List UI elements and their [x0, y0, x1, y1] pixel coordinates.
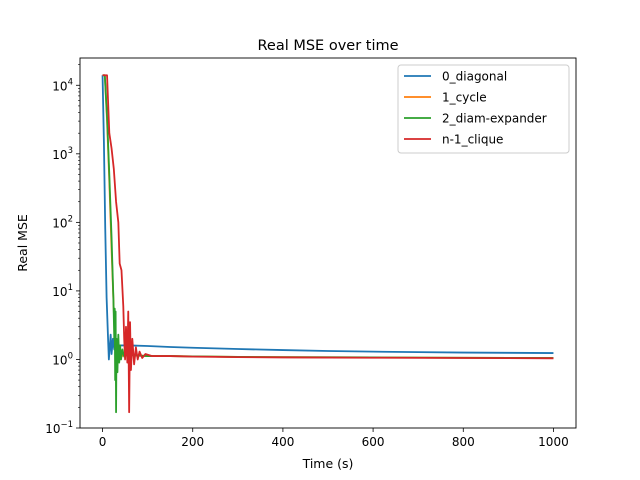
- y-tick-label: 100: [52, 351, 73, 367]
- x-tick-label: 800: [452, 435, 475, 449]
- y-tick-label: 104: [52, 77, 73, 93]
- y-tick-label: 102: [52, 214, 73, 230]
- legend-entry: n-1_clique: [442, 133, 503, 147]
- x-axis-label: Time (s): [302, 456, 354, 471]
- y-tick-label: 103: [52, 146, 73, 162]
- plot-lines: [101, 74, 554, 414]
- x-tick-label: 200: [181, 435, 204, 449]
- y-tick-label: 101: [52, 283, 73, 299]
- series-line-3: [102, 74, 554, 414]
- legend: 0_diagonal 1_cycle 2_diam-expander n-1_cliq…: [397, 64, 570, 154]
- legend-entry: 1_cycle: [442, 91, 487, 105]
- y-axis: 10−1 100 101 102 103 104: [45, 64, 80, 436]
- x-tick-label: 0: [99, 435, 107, 449]
- chart-title: Real MSE over time: [257, 38, 398, 54]
- x-tick-label: 600: [362, 435, 385, 449]
- x-axis: 0 200 400 600 800 1000: [99, 428, 569, 449]
- y-tick-label: 10−1: [45, 420, 73, 436]
- x-tick-label: 400: [271, 435, 294, 449]
- x-tick-label: 1000: [538, 435, 569, 449]
- legend-entry: 2_diam-expander: [442, 112, 547, 126]
- y-axis-label: Real MSE: [15, 214, 30, 272]
- legend-entry: 0_diagonal: [442, 70, 507, 84]
- legend-box: [397, 64, 570, 154]
